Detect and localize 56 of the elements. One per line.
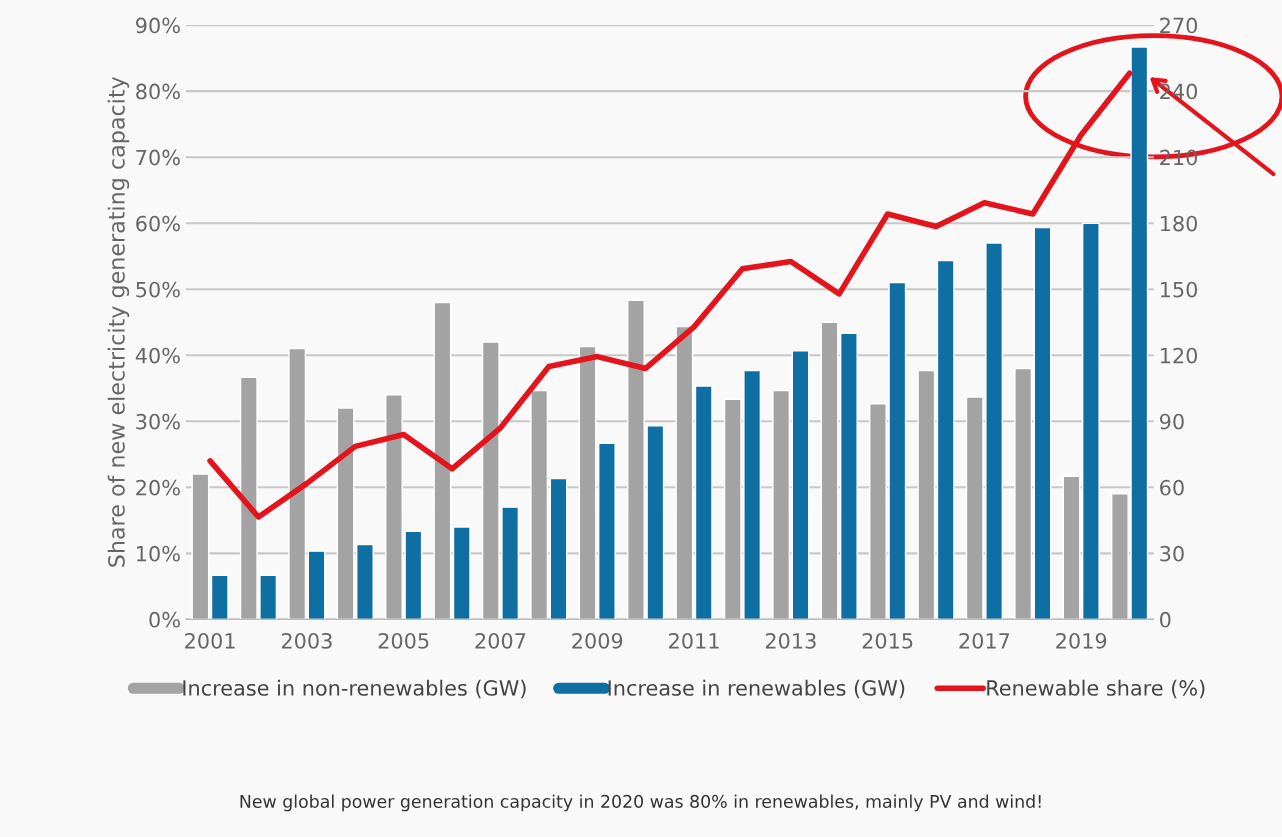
bar — [210, 574, 229, 620]
x-tick-label: 2013 — [765, 632, 816, 649]
x-tick-label: 2003 — [281, 632, 332, 649]
bar — [917, 369, 936, 620]
bar — [191, 473, 210, 620]
y-tick-label: 10% — [137, 545, 180, 562]
y-tick-label: 20% — [136, 479, 180, 496]
bar — [452, 526, 471, 620]
bar — [675, 325, 694, 620]
bar — [288, 347, 307, 620]
y2-tick-label: 60 — [1160, 479, 1184, 496]
bar — [530, 389, 549, 620]
y-tick-label: 80% — [136, 83, 180, 100]
bar — [936, 259, 955, 620]
x-tick-label: 2009 — [572, 632, 623, 649]
y-tick-label: 30% — [136, 413, 180, 430]
bar — [1033, 226, 1052, 620]
y-axis-title: Share of new electricity generating capacity — [107, 76, 130, 567]
bar — [772, 389, 791, 620]
legend-label: Renewable share (%) — [987, 679, 1205, 699]
bar — [598, 442, 616, 620]
bar — [1014, 367, 1033, 620]
y2-tick-label: 180 — [1160, 215, 1198, 232]
bar — [549, 477, 568, 620]
x-tick-label: 2019 — [1056, 632, 1107, 649]
x-tick-label: 2007 — [475, 632, 526, 649]
x-tick-label: 2005 — [378, 632, 429, 649]
y-tick-label: 90% — [136, 17, 180, 34]
bar — [694, 385, 713, 620]
bar — [1062, 475, 1081, 620]
x-tick-label: 2017 — [959, 632, 1010, 649]
y2-tick-label: 210 — [1160, 149, 1198, 166]
y2-tick-label: 30 — [1160, 545, 1184, 562]
y2-tick-label: 0 — [1160, 611, 1171, 628]
bar — [1081, 222, 1100, 620]
y2-tick-label: 150 — [1160, 281, 1198, 298]
bar — [791, 350, 810, 620]
bar — [433, 301, 452, 620]
y-tick-label: 50% — [136, 281, 180, 298]
x-tick-label: 2001 — [185, 632, 235, 649]
y2-tick-label: 270 — [1160, 17, 1198, 34]
y2-tick-label: 90 — [1159, 413, 1184, 430]
y-tick-label: 70% — [136, 149, 180, 166]
bar — [578, 345, 597, 620]
bar — [839, 332, 858, 620]
bar — [820, 321, 839, 620]
legend-label: Increase in non-renewables (GW) — [183, 679, 526, 699]
y-tick-label: 40% — [135, 347, 180, 364]
y-tick-label: 60% — [136, 215, 180, 232]
text: New global power generation capacity in 2020 was 80% in renewables, mainly PV and wind! — [240, 794, 1041, 812]
x-tick-label: 2011 — [669, 632, 719, 649]
y-tick-label: 0% — [149, 611, 180, 628]
bar — [307, 550, 326, 620]
x-tick-label: 2015 — [862, 632, 913, 649]
legend-label: Increase in renewables (GW) — [608, 679, 905, 699]
y2-tick-label: 120 — [1160, 347, 1198, 364]
